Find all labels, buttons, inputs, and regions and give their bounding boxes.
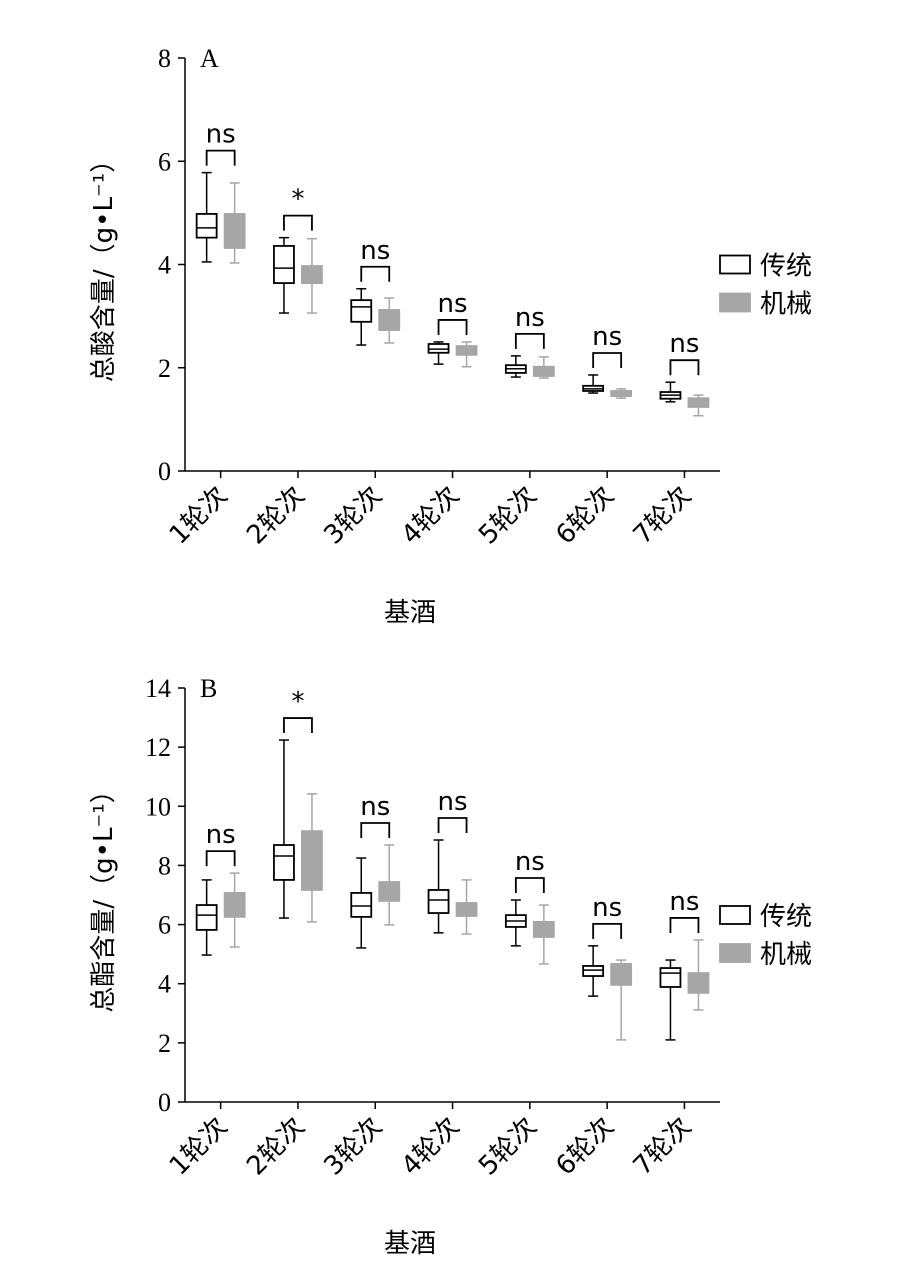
- y-tick-label: 8: [158, 44, 171, 73]
- significance-label: ns: [438, 787, 468, 817]
- y-axis-label: 总酯含量/（g•L⁻¹）: [89, 777, 119, 1012]
- significance-bracket: [669, 917, 700, 933]
- y-tick-label: 2: [158, 354, 171, 383]
- x-tick-label: 7轮次: [628, 481, 698, 551]
- significance-bracket: [360, 822, 391, 839]
- box: [378, 881, 401, 902]
- significance-label: ns: [438, 289, 468, 319]
- significance-label: ns: [360, 792, 390, 822]
- x-tick-label: 5轮次: [473, 1112, 543, 1182]
- significance-bracket: [437, 319, 468, 335]
- significance-bracket: [205, 149, 236, 166]
- x-tick-label: 5轮次: [473, 481, 543, 551]
- significance-label: ns: [515, 303, 545, 333]
- box: [195, 213, 218, 239]
- significance-label: ns: [206, 820, 236, 850]
- y-tick-label: 6: [158, 147, 171, 176]
- x-tick-label: 1轮次: [164, 1112, 234, 1182]
- significance-label: ns: [669, 887, 699, 917]
- significance-label: ns: [515, 847, 545, 877]
- significance-label: ns: [592, 322, 622, 352]
- significance-bracket: [437, 817, 468, 833]
- x-tick-label: 1轮次: [164, 481, 234, 551]
- y-tick-label: 4: [158, 251, 171, 280]
- significance-bracket: [283, 717, 313, 734]
- box: [195, 904, 218, 931]
- significance-bracket: [283, 214, 313, 231]
- box: [427, 343, 450, 354]
- y-tick-label: 0: [158, 457, 171, 486]
- panel-label: B: [200, 674, 217, 703]
- legend-label: 机械: [760, 940, 812, 970]
- significance-label: ns: [592, 893, 622, 923]
- legend-label: 传统: [760, 902, 812, 932]
- y-tick-label: 0: [158, 1088, 171, 1117]
- significance-bracket: [669, 359, 700, 376]
- box: [350, 299, 373, 323]
- box: [273, 844, 295, 881]
- y-tick-label: 10: [145, 792, 171, 821]
- box: [582, 965, 605, 977]
- significance-bracket: [592, 922, 623, 939]
- significance-bracket: [360, 265, 391, 282]
- significance-label: ns: [206, 120, 236, 150]
- significance-label: *: [291, 687, 304, 717]
- x-axis-label: 基酒: [384, 1229, 436, 1259]
- y-tick-label: 4: [158, 970, 171, 999]
- panel-label: A: [200, 44, 219, 73]
- box: [687, 972, 710, 994]
- y-tick-label: 12: [145, 733, 171, 762]
- y-axis-label: 总酸含量/（g•L⁻¹）: [89, 147, 119, 382]
- significance-bracket: [592, 352, 623, 368]
- box: [301, 265, 323, 284]
- legend-swatch: [719, 292, 751, 313]
- y-tick-label: 8: [158, 851, 171, 880]
- legend-label: 机械: [760, 290, 812, 320]
- y-tick-label: 14: [145, 674, 171, 703]
- significance-label: *: [291, 185, 304, 215]
- box: [378, 309, 401, 331]
- x-axis-label: 基酒: [384, 598, 436, 628]
- x-tick-label: 3轮次: [319, 1112, 389, 1182]
- x-tick-label: 6轮次: [550, 481, 620, 551]
- x-tick-label: 7轮次: [628, 1112, 698, 1182]
- box: [455, 345, 478, 356]
- x-tick-label: 6轮次: [550, 1112, 620, 1182]
- y-tick-label: 2: [158, 1029, 171, 1058]
- x-tick-label: 4轮次: [396, 1112, 466, 1182]
- significance-bracket: [205, 850, 236, 867]
- significance-bracket: [514, 877, 545, 894]
- significance-bracket: [514, 332, 545, 349]
- legend-swatch: [719, 905, 751, 925]
- box: [610, 963, 633, 986]
- box: [223, 213, 246, 249]
- significance-label: ns: [669, 329, 699, 359]
- box: [350, 892, 373, 918]
- x-tick-label: 2轮次: [241, 1112, 311, 1182]
- box: [427, 889, 450, 914]
- x-tick-label: 4轮次: [396, 481, 466, 551]
- significance-label: ns: [360, 236, 390, 266]
- legend-label: 传统: [760, 252, 812, 282]
- y-tick-label: 6: [158, 911, 171, 940]
- legend-swatch: [719, 943, 751, 963]
- x-tick-label: 2轮次: [241, 481, 311, 551]
- box: [273, 245, 295, 284]
- x-tick-label: 3轮次: [319, 481, 389, 551]
- legend-swatch: [719, 254, 751, 275]
- box: [659, 967, 682, 988]
